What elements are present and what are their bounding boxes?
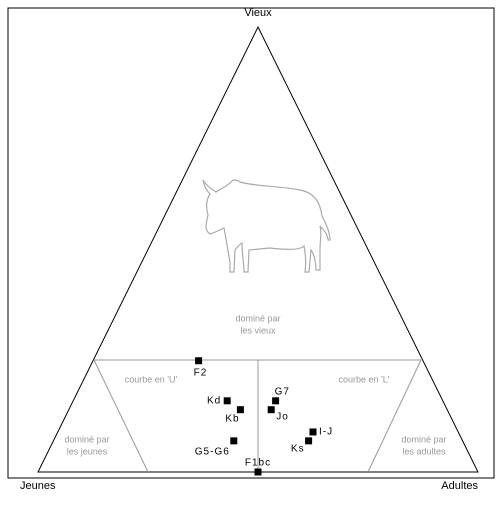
data-point: [236, 406, 244, 414]
region-label: les vieux: [240, 325, 276, 335]
point-label: Jo: [276, 411, 289, 422]
data-point: [272, 397, 280, 405]
frame: [7, 7, 495, 479]
data-point: [223, 397, 231, 405]
vertex-label-left: Jeunes: [20, 480, 56, 492]
data-point: [230, 437, 238, 445]
region-label: les adultes: [402, 446, 446, 456]
region-label: courbe en 'U': [125, 374, 178, 384]
point-label: Kb: [225, 413, 239, 424]
region-label: dominé par: [235, 313, 280, 323]
region-label: courbe en 'L': [339, 374, 390, 384]
data-point: [309, 428, 317, 436]
point-label: I-J: [319, 427, 333, 438]
data-point: [267, 406, 275, 414]
point-label: F1bc: [245, 458, 271, 469]
point-label: F2: [194, 367, 208, 378]
point-label: G5-G6: [195, 446, 230, 457]
region-label: les jeunes: [67, 446, 108, 456]
point-label: Kd: [207, 395, 221, 406]
data-point: [195, 357, 203, 365]
point-label: G7: [275, 386, 290, 397]
point-label: Ks: [291, 443, 305, 454]
data-point: [254, 468, 262, 476]
bison-illustration: [202, 179, 331, 273]
region-lines: [93, 359, 422, 473]
region-label: dominé par: [64, 434, 109, 444]
vertex-label-top: Vieux: [244, 7, 272, 19]
data-point: [305, 437, 313, 445]
region-label: dominé par: [401, 434, 446, 444]
vertex-label-right: Adultes: [441, 480, 478, 492]
